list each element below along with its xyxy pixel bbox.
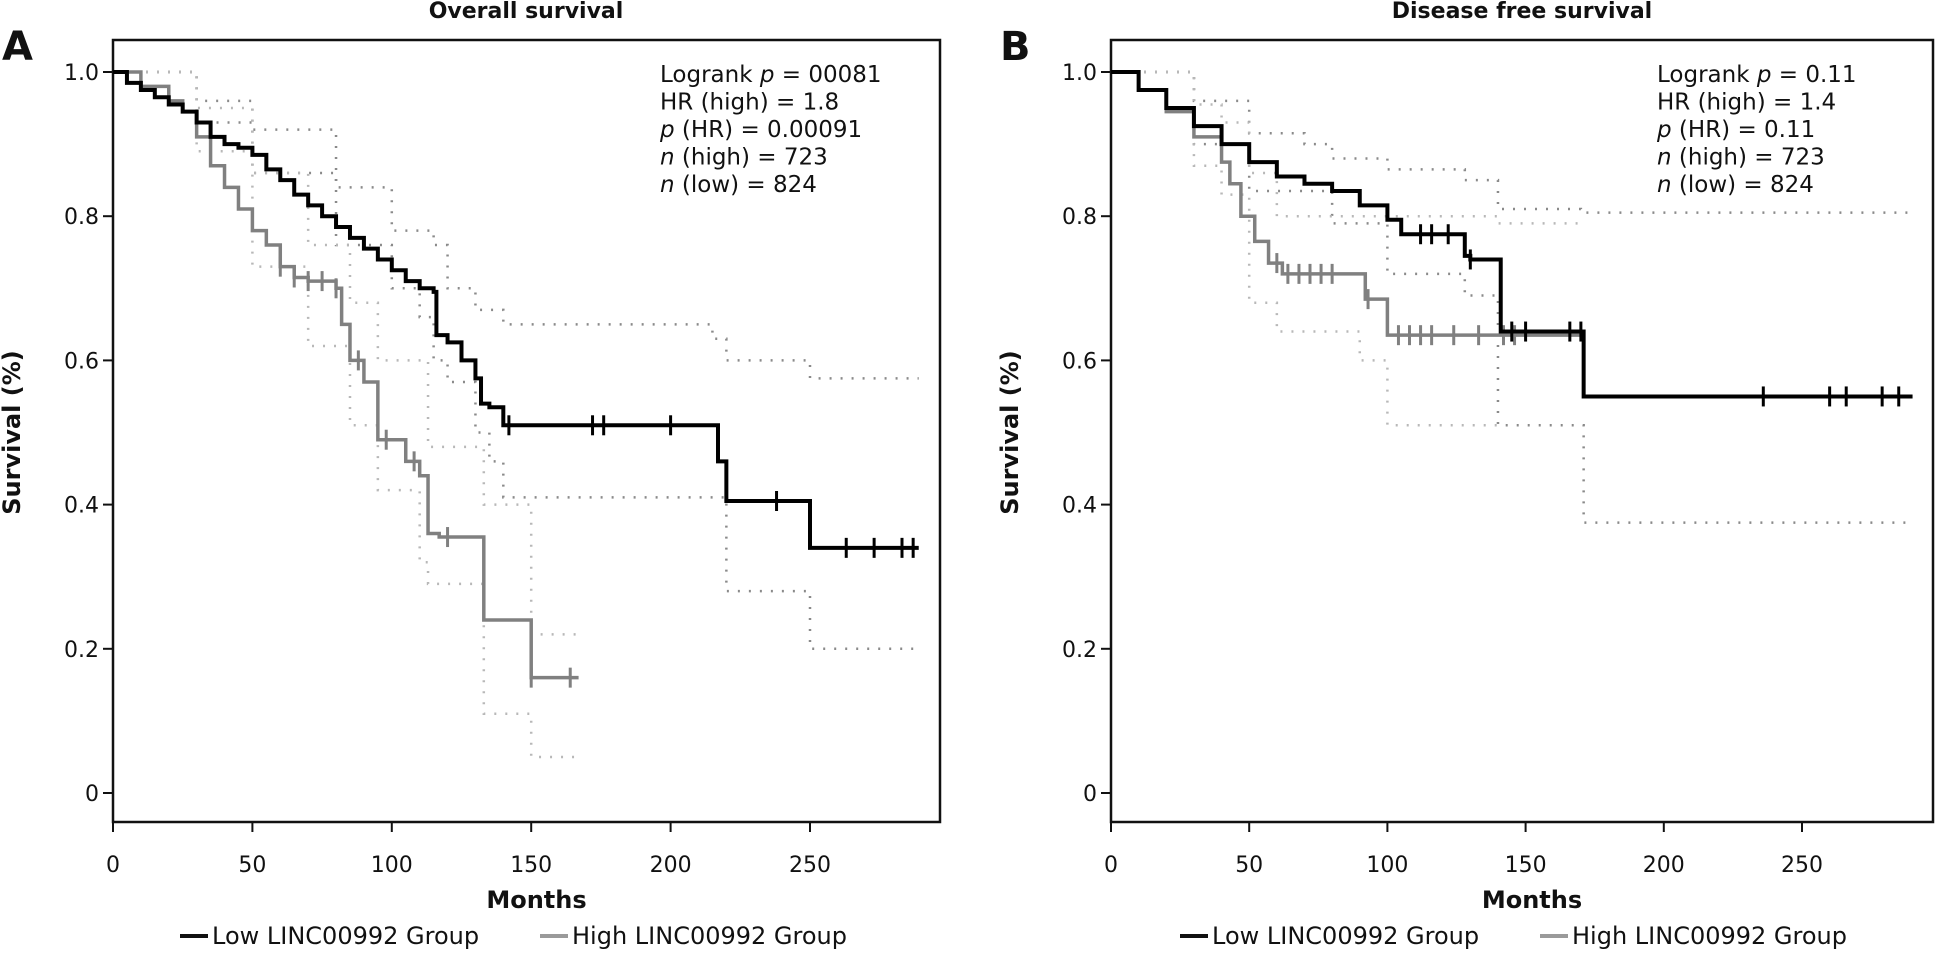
x-tick-label: 200 [650, 853, 692, 878]
stat-line: n (low) = 824 [660, 172, 817, 198]
survival-curve [113, 70, 579, 680]
y-tick-label: 0.8 [1062, 205, 1097, 230]
y-tick-label: 0.4 [1062, 494, 1097, 519]
chart-title: Overall survival [429, 0, 624, 24]
series-low-group [1111, 70, 1913, 407]
y-tick-label: 0.2 [64, 638, 99, 663]
legend: Low LINC00992 Group High LINC00992 Group [180, 922, 847, 950]
x-tick-label: 100 [1366, 853, 1408, 878]
y-tick-label: 0.2 [1062, 638, 1097, 663]
x-axis-label: Months [486, 886, 586, 914]
stat-line: Logrank p = 0.11 [1657, 62, 1857, 88]
x-tick-label: 0 [1104, 853, 1118, 878]
y-tick-label: 0 [1083, 782, 1097, 807]
y-tick-label: 1.0 [1062, 61, 1097, 86]
series-high-group [113, 70, 579, 688]
survival-curve [1111, 70, 1584, 337]
survival-curve [113, 70, 919, 550]
stat-line: HR (high) = 1.8 [660, 90, 839, 116]
stat-line: p (HR) = 0.00091 [659, 117, 862, 143]
stat-line: p (HR) = 0.11 [1656, 117, 1815, 143]
confidence-interval-lower [113, 70, 579, 759]
x-tick-label: 50 [238, 853, 266, 878]
legend-label: Low LINC00992 Group [1212, 922, 1479, 950]
x-tick-label: 250 [1781, 853, 1823, 878]
plot-frame [1109, 38, 1935, 824]
survival-curve [1111, 70, 1913, 399]
y-tick-label: 0.6 [1062, 349, 1097, 374]
y-tick-label: 0.8 [64, 205, 99, 230]
stat-line: Logrank p = 00081 [660, 62, 882, 88]
y-tick-label: 0 [85, 782, 99, 807]
x-tick-label: 150 [1505, 853, 1547, 878]
confidence-interval-lower [1111, 70, 1498, 427]
stat-line: n (high) = 723 [1657, 145, 1825, 171]
legend-label: High LINC00992 Group [572, 922, 847, 950]
y-axis-label: Survival (%) [0, 350, 26, 514]
chart-panel-b: B Disease free survival 0 0.2 0.4 0.6 0.8 1.0 0 5… [996, 0, 1935, 950]
x-tick-label: 0 [106, 853, 120, 878]
x-tick-label: 100 [371, 853, 413, 878]
y-tick-label: 1.0 [64, 61, 99, 86]
series-high-group [1111, 70, 1584, 346]
stat-line: HR (high) = 1.4 [1657, 90, 1836, 116]
x-axis-label: Months [1482, 886, 1582, 914]
stat-line: n (high) = 723 [660, 145, 828, 171]
confidence-interval-upper [1111, 70, 1584, 225]
series-low-group [113, 70, 919, 558]
stat-line: n (low) = 824 [1657, 172, 1814, 198]
x-tick-label: 150 [510, 853, 552, 878]
legend-label: High LINC00992 Group [1572, 922, 1847, 950]
y-tick-label: 0.4 [64, 494, 99, 519]
panel-letter: B [1000, 24, 1031, 70]
chart-panel-a: A Overall survival 0 0.2 0.4 0.6 0.8 1.0 0 50 100 1… [0, 0, 942, 950]
chart-title: Disease free survival [1392, 0, 1652, 24]
legend-label: Low LINC00992 Group [212, 922, 479, 950]
legend: Low LINC00992 Group High LINC00992 Group [1180, 922, 1847, 950]
confidence-interval-upper [113, 70, 579, 636]
panel-letter: A [2, 24, 33, 70]
plot-frame [111, 38, 942, 824]
x-tick-label: 50 [1235, 853, 1263, 878]
y-axis-label: Survival (%) [996, 350, 1024, 514]
y-tick-label: 0.6 [64, 349, 99, 374]
x-tick-label: 200 [1643, 853, 1685, 878]
x-tick-label: 250 [789, 853, 831, 878]
